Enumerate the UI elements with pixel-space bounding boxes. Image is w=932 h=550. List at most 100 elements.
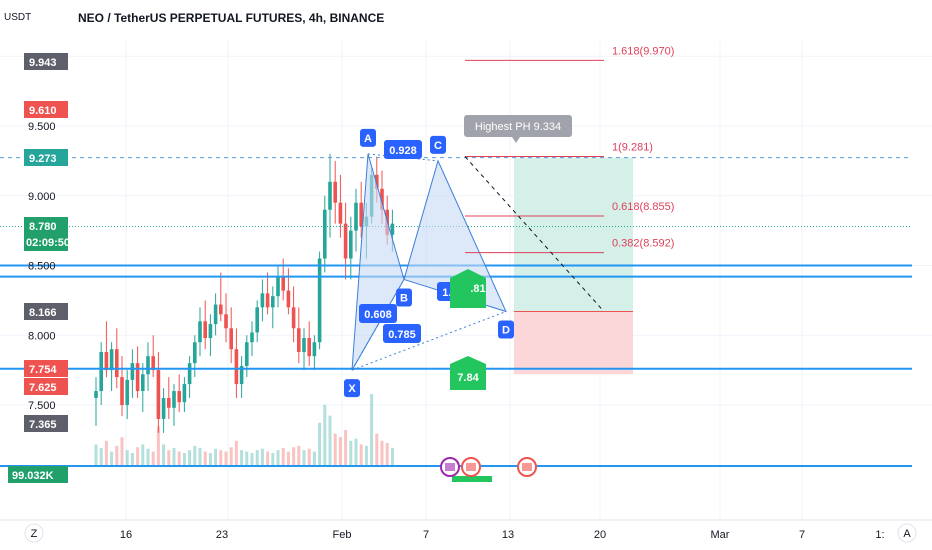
- fib-label: 1(9.281): [612, 142, 653, 154]
- candle-body: [286, 290, 291, 308]
- projection-line: [464, 156, 605, 312]
- event-icon-mark: [445, 463, 455, 471]
- candle-body: [187, 363, 192, 385]
- ratio-label-bg: [383, 324, 421, 343]
- volume-bar: [364, 445, 368, 466]
- candle-body: [343, 223, 348, 259]
- candle-body: [276, 276, 280, 297]
- badge-text: .81: [470, 283, 485, 295]
- scale-buttons: Z A: [24, 523, 917, 543]
- volume-bar: [141, 444, 145, 466]
- candle-body: [338, 202, 343, 224]
- candle-body: [239, 365, 244, 385]
- candle-body: [182, 384, 187, 403]
- candle-body: [302, 338, 306, 352]
- x-tick-label: 7: [799, 529, 805, 541]
- ratio-label: 0.928: [389, 145, 417, 157]
- candle-body: [224, 314, 228, 329]
- fib-label: 0.382(8.592): [612, 238, 674, 250]
- price-badge: [24, 303, 68, 320]
- volume-bar: [375, 433, 379, 466]
- volume-bar: [250, 453, 254, 466]
- price-badge-text: 7.625: [29, 382, 57, 394]
- point-label-bg: [360, 128, 376, 147]
- stop-zone: [514, 311, 633, 375]
- y-tick-label: 9.000: [28, 191, 56, 203]
- point-label-bg: [430, 135, 446, 154]
- candle-body: [130, 363, 135, 380]
- fib-label: 0.618(8.855): [612, 201, 674, 213]
- candles: [94, 153, 395, 433]
- x-tick-label: 23: [216, 529, 228, 541]
- price-badge-text: 8.780: [29, 221, 57, 233]
- volume-bar: [125, 450, 129, 466]
- volume-bar: [120, 437, 124, 466]
- candle-body: [312, 342, 317, 357]
- candle-body: [161, 398, 166, 419]
- volume-bar: [276, 450, 280, 466]
- x-tick-label: 13: [502, 529, 514, 541]
- volume-bar: [338, 437, 342, 466]
- volume-bar: [318, 422, 322, 466]
- volume-bar: [146, 448, 150, 466]
- volume-bar: [307, 448, 311, 466]
- price-badge-text: 8.166: [29, 307, 57, 319]
- candle-body: [156, 370, 161, 419]
- annotations: Highest PH 9.334 .81 7.84: [440, 115, 633, 482]
- badge-stub: [452, 476, 492, 482]
- ratio-label-bg: [359, 304, 397, 323]
- volume-bar: [297, 445, 301, 466]
- volume-bar: [151, 451, 155, 466]
- candle-body: [375, 174, 379, 189]
- event-icon-mark: [522, 463, 532, 471]
- candle-body: [94, 391, 98, 399]
- volume-bar: [380, 440, 384, 466]
- fib-levels: 1.618(9.970) 1(9.281) 0.618(8.855) 0.382(8.…: [465, 45, 674, 254]
- candle-body: [104, 351, 109, 371]
- volume-bar: [167, 450, 171, 466]
- countdown-text: 02:09:50: [26, 237, 70, 249]
- point-label-x: X: [348, 383, 356, 395]
- volume-bar: [281, 448, 285, 466]
- candle-body: [234, 349, 239, 385]
- zoom-button-label: Z: [31, 528, 38, 540]
- volume-bar: [224, 451, 228, 466]
- volume-bar: [328, 415, 332, 466]
- price-badge: [24, 415, 68, 432]
- y-axis-badges: 9.943 9.610 9.273 8.780 02:09:50 8.166 7.754 7.…: [8, 53, 70, 483]
- volume-bar: [172, 448, 176, 466]
- candle-body: [359, 202, 363, 227]
- volume-bar: [333, 433, 337, 466]
- volume-bar: [385, 442, 389, 466]
- x-tick-label: Mar: [711, 529, 730, 541]
- x-tick-label: 16: [120, 529, 132, 541]
- candle-body: [135, 363, 140, 392]
- volume-bar: [266, 451, 270, 466]
- badge-text: 7.84: [457, 372, 479, 384]
- candle-body: [291, 307, 296, 329]
- volume-bar: [271, 453, 275, 466]
- x-axis[interactable]: 16 23 Feb 7 13 20 Mar 7 1:: [120, 529, 885, 541]
- badge-shape: [450, 269, 486, 308]
- candle-body: [307, 338, 311, 357]
- price-badge-text: 9.610: [29, 105, 57, 117]
- candle-body: [297, 328, 301, 352]
- point-label-c: C: [434, 140, 442, 152]
- candle-body: [213, 304, 218, 325]
- candle-body: [198, 321, 202, 343]
- price-badge: [8, 466, 68, 483]
- x-tick-label: 1:: [875, 529, 884, 541]
- candle-body: [390, 223, 395, 235]
- price-badge: [24, 378, 68, 395]
- auto-scale-button[interactable]: [897, 523, 917, 543]
- candle-body: [208, 324, 213, 339]
- price-badge-text: 7.754: [29, 364, 57, 376]
- price-badge: [24, 101, 68, 118]
- point-label-bg: [396, 288, 412, 307]
- zoom-button[interactable]: [24, 523, 44, 543]
- volume-bar: [203, 451, 207, 466]
- volume-bar: [323, 404, 327, 466]
- candle-body: [245, 342, 249, 366]
